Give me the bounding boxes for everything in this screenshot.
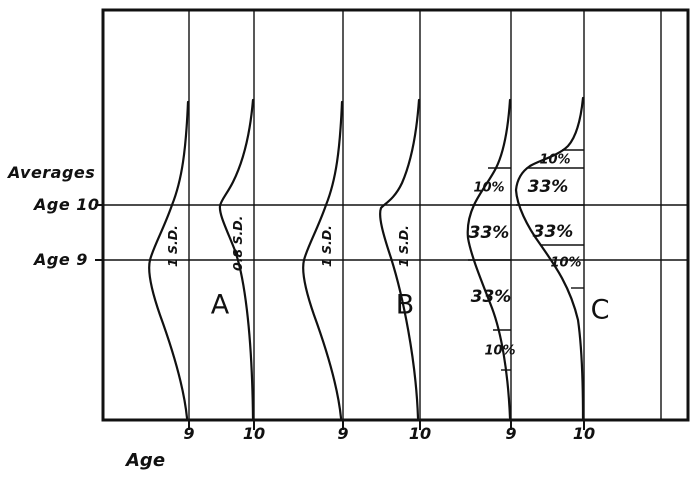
curve-a-age10 bbox=[218, 98, 255, 420]
pct-label-c-age10-4: 10% bbox=[550, 255, 582, 271]
panel-letter-c: C bbox=[590, 294, 610, 326]
vertical-gridlines bbox=[188, 10, 662, 420]
x-tick-label-6: 10 bbox=[572, 424, 596, 443]
curve-b-age10 bbox=[379, 98, 421, 420]
pct-label-c-age10-1: 10% bbox=[539, 152, 571, 168]
pct-label-c-age10-2: 33% bbox=[527, 177, 569, 197]
sd-label-a-age10: 0.8 S.D. bbox=[230, 215, 245, 271]
average-reference-lines bbox=[103, 204, 688, 261]
pct-label-c-age9-3: 33% bbox=[470, 287, 512, 307]
curve-a-age9 bbox=[148, 100, 190, 420]
x-axis-title: Age bbox=[126, 450, 166, 471]
x-tick-label-5: 9 bbox=[505, 424, 517, 443]
plot-frame bbox=[101, 8, 690, 422]
pct-label-c-age9-4: 10% bbox=[484, 343, 516, 359]
label-age-9: Age 9 bbox=[34, 250, 88, 269]
pct-label-c-age9-1: 10% bbox=[473, 180, 505, 196]
x-tick-label-2: 10 bbox=[242, 424, 266, 443]
c-age10-band-dividers bbox=[516, 149, 584, 289]
c-age9-band-dividers bbox=[468, 167, 511, 371]
curve-b-age9 bbox=[302, 100, 344, 420]
sd-label-b-age9: 1 S.D. bbox=[319, 225, 334, 267]
x-tick-label-4: 10 bbox=[408, 424, 432, 443]
axis-tick-stubs bbox=[95, 204, 103, 261]
curve-c-age10 bbox=[514, 96, 585, 420]
pct-label-c-age9-2: 33% bbox=[468, 223, 510, 243]
sd-label-a-age9: 1 S.D. bbox=[165, 225, 180, 267]
x-axis-ticks bbox=[188, 420, 585, 430]
label-averages: Averages bbox=[8, 163, 96, 182]
x-tick-label-1: 9 bbox=[183, 424, 195, 443]
pct-label-c-age10-3: 33% bbox=[532, 222, 574, 242]
panel-letter-b: B bbox=[395, 289, 415, 321]
panel-letter-a: A bbox=[210, 289, 230, 321]
sd-label-b-age10: 1 S.D. bbox=[396, 225, 411, 267]
label-age-10: Age 10 bbox=[34, 195, 100, 214]
x-tick-label-3: 9 bbox=[337, 424, 349, 443]
